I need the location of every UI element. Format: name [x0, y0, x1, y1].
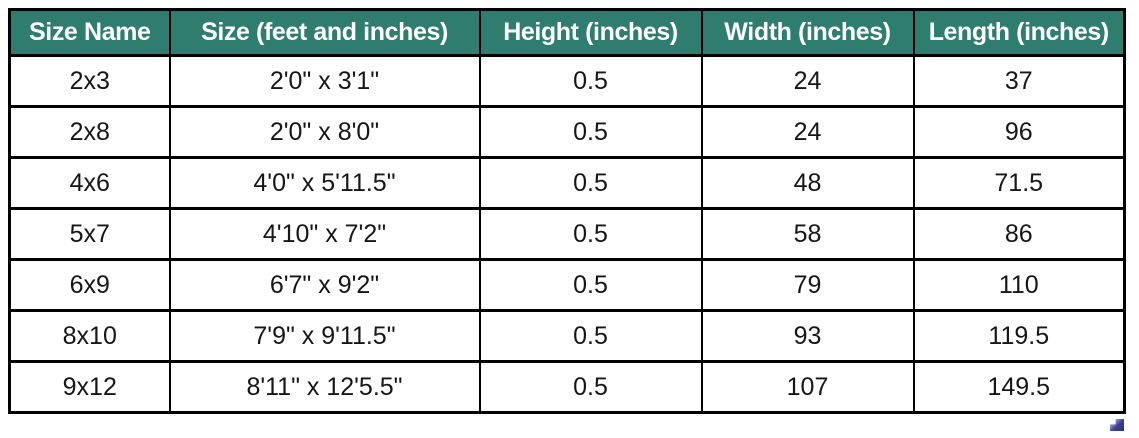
size-table: Size Name Size (feet and inches) Height (i… [8, 8, 1126, 414]
table-cell: 4x6 [8, 156, 171, 210]
table-cell: 2x3 [8, 54, 171, 108]
table-cell: 0.5 [478, 54, 703, 108]
table-cell: 8'11" x 12'5.5" [168, 360, 481, 414]
column-header: Height (inches) [478, 8, 703, 57]
table-cell: 0.5 [478, 156, 703, 210]
table-cell: 48 [700, 156, 915, 210]
table-cell: 110 [912, 258, 1126, 312]
table-row: 8x10 7'9" x 9'11.5" 0.5 93 119.5 [8, 309, 1126, 363]
column-header: Size Name [8, 8, 171, 57]
column-header: Length (inches) [912, 8, 1126, 57]
table-row: 4x6 4'0" x 5'11.5" 0.5 48 71.5 [8, 156, 1126, 210]
table-cell: 107 [700, 360, 915, 414]
table-cell: 4'0" x 5'11.5" [168, 156, 481, 210]
table-cell: 86 [912, 207, 1126, 261]
table-cell: 4'10" x 7'2" [168, 207, 481, 261]
table-cell: 71.5 [912, 156, 1126, 210]
table-cell: 58 [700, 207, 915, 261]
table-cell: 0.5 [478, 258, 703, 312]
table-cell: 0.5 [478, 309, 703, 363]
table-cell: 37 [912, 54, 1126, 108]
table-cell: 2'0" x 3'1" [168, 54, 481, 108]
table-cell: 9x12 [8, 360, 171, 414]
table-cell: 0.5 [478, 360, 703, 414]
table-cell: 96 [912, 105, 1126, 159]
table-cell: 149.5 [912, 360, 1126, 414]
table-cell: 8x10 [8, 309, 171, 363]
table-row: 2x8 2'0" x 8'0" 0.5 24 96 [8, 105, 1126, 159]
table-cell: 93 [700, 309, 915, 363]
table-row: 9x12 8'11" x 12'5.5" 0.5 107 149.5 [8, 360, 1126, 414]
table-row: 2x3 2'0" x 3'1" 0.5 24 37 [8, 54, 1126, 108]
table-row: 6x9 6'7" x 9'2" 0.5 79 110 [8, 258, 1126, 312]
table-cell: 2x8 [8, 105, 171, 159]
table-row: 5x7 4'10" x 7'2" 0.5 58 86 [8, 207, 1126, 261]
table-cell: 0.5 [478, 105, 703, 159]
column-header: Size (feet and inches) [168, 8, 481, 57]
column-header: Width (inches) [700, 8, 915, 57]
table-header: Size Name Size (feet and inches) Height (i… [8, 8, 1126, 57]
table-cell: 24 [700, 54, 915, 108]
table-cell: 24 [700, 105, 915, 159]
table-body: 2x3 2'0" x 3'1" 0.5 24 37 2x8 2'0" x 8'0" 0.5 24… [8, 54, 1126, 414]
table-cell: 7'9" x 9'11.5" [168, 309, 481, 363]
table-cell: 0.5 [478, 207, 703, 261]
table-cell: 6x9 [8, 258, 171, 312]
table-cell: 2'0" x 8'0" [168, 105, 481, 159]
table-cell: 119.5 [912, 309, 1126, 363]
table-cell: 6'7" x 9'2" [168, 258, 481, 312]
table-cell: 79 [700, 258, 915, 312]
header-row: Size Name Size (feet and inches) Height (i… [8, 8, 1126, 57]
resize-handle-icon [1110, 419, 1124, 431]
table-cell: 5x7 [8, 207, 171, 261]
